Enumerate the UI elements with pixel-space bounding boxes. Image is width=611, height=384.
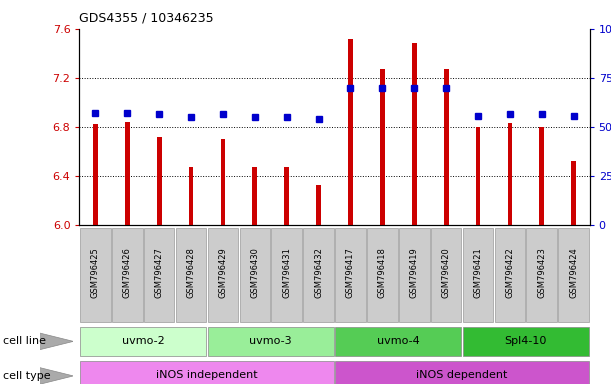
Text: GSM796422: GSM796422 (505, 247, 514, 298)
Bar (348, 39, 353, 225)
FancyBboxPatch shape (240, 227, 270, 322)
Text: GSM796420: GSM796420 (442, 247, 451, 298)
Text: GSM796431: GSM796431 (282, 247, 291, 298)
Bar (189, 167, 194, 225)
Text: GSM796432: GSM796432 (314, 247, 323, 298)
FancyBboxPatch shape (112, 227, 142, 322)
FancyBboxPatch shape (431, 227, 461, 322)
Bar (508, 123, 512, 225)
Text: GSM796426: GSM796426 (123, 247, 132, 298)
FancyBboxPatch shape (463, 227, 493, 322)
Bar (571, 161, 576, 225)
Text: GDS4355 / 10346235: GDS4355 / 10346235 (79, 12, 214, 25)
Bar (540, 127, 544, 225)
Bar (412, 43, 417, 225)
Text: Spl4-10: Spl4-10 (505, 336, 547, 346)
Text: cell line: cell line (3, 336, 46, 346)
FancyBboxPatch shape (367, 227, 398, 322)
FancyBboxPatch shape (399, 227, 430, 322)
Text: GSM796418: GSM796418 (378, 247, 387, 298)
Text: GSM796424: GSM796424 (569, 247, 578, 298)
Text: GSM796419: GSM796419 (410, 247, 419, 298)
Text: GSM796430: GSM796430 (251, 247, 259, 298)
FancyBboxPatch shape (208, 327, 334, 356)
Text: iNOS independent: iNOS independent (156, 370, 258, 380)
FancyBboxPatch shape (527, 227, 557, 322)
Text: GSM796429: GSM796429 (218, 247, 227, 298)
FancyBboxPatch shape (81, 327, 206, 356)
Text: uvmo-3: uvmo-3 (249, 336, 292, 346)
Polygon shape (40, 367, 73, 384)
Bar (221, 139, 225, 225)
Text: GSM796421: GSM796421 (474, 247, 483, 298)
Text: uvmo-2: uvmo-2 (122, 336, 164, 346)
FancyBboxPatch shape (80, 227, 111, 322)
Text: GSM796417: GSM796417 (346, 247, 355, 298)
Bar (125, 122, 130, 225)
FancyBboxPatch shape (176, 227, 207, 322)
Bar (380, 69, 385, 225)
Text: iNOS dependent: iNOS dependent (416, 370, 508, 380)
Text: GSM796425: GSM796425 (91, 247, 100, 298)
FancyBboxPatch shape (558, 227, 589, 322)
Text: GSM796427: GSM796427 (155, 247, 164, 298)
Text: GSM796423: GSM796423 (537, 247, 546, 298)
FancyBboxPatch shape (335, 227, 366, 322)
FancyBboxPatch shape (81, 361, 334, 384)
Text: uvmo-4: uvmo-4 (377, 336, 420, 346)
FancyBboxPatch shape (144, 227, 175, 322)
Bar (475, 127, 480, 225)
FancyBboxPatch shape (335, 361, 588, 384)
Bar (316, 185, 321, 225)
Text: cell type: cell type (3, 371, 51, 381)
Bar (157, 137, 161, 225)
FancyBboxPatch shape (208, 227, 238, 322)
FancyBboxPatch shape (303, 227, 334, 322)
FancyBboxPatch shape (494, 227, 525, 322)
FancyBboxPatch shape (463, 327, 588, 356)
Bar (444, 69, 448, 225)
FancyBboxPatch shape (335, 327, 461, 356)
FancyBboxPatch shape (271, 227, 302, 322)
Polygon shape (40, 333, 73, 350)
Bar (284, 167, 289, 225)
Bar (93, 124, 98, 225)
Text: GSM796428: GSM796428 (186, 247, 196, 298)
Bar (252, 167, 257, 225)
